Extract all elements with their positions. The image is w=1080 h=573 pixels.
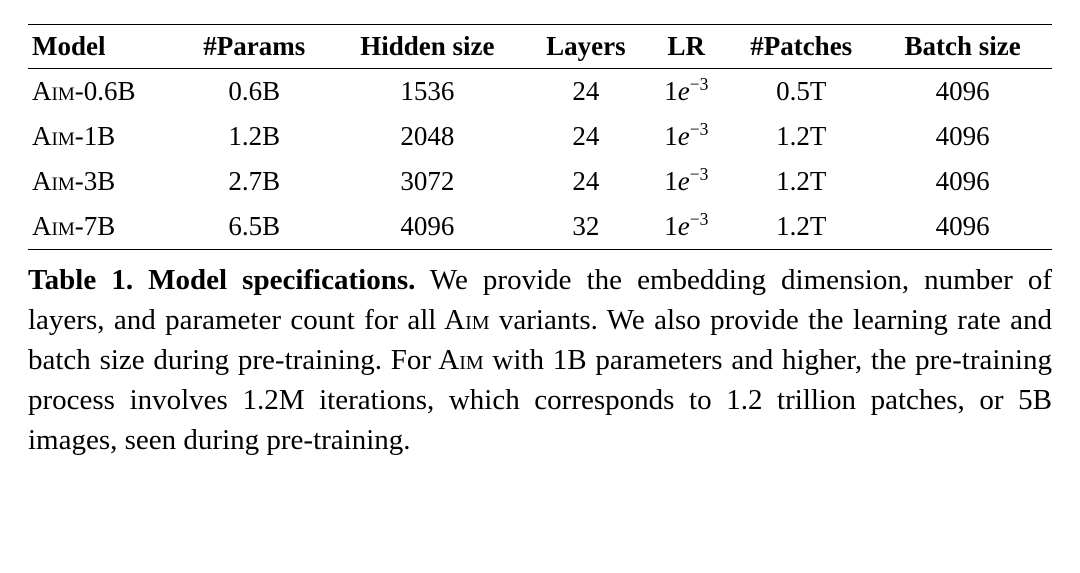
header-row: Model #Params Hidden size Layers LR #Pat…	[28, 25, 1052, 69]
caption-smallcaps: im	[459, 344, 483, 376]
cell-layers: 32	[528, 204, 651, 250]
cell-lr: 1e−3	[652, 204, 730, 250]
table-row: Aim-7B 6.5B 4096 32 1e−3 1.2T 4096	[28, 204, 1052, 250]
cell-patches: 1.2T	[729, 114, 881, 159]
table-row: Aim-3B 2.7B 3072 24 1e−3 1.2T 4096	[28, 159, 1052, 204]
col-lr: LR	[652, 25, 730, 69]
cell-params: 1.2B	[182, 114, 334, 159]
cell-params: 6.5B	[182, 204, 334, 250]
table-row: Aim-0.6B 0.6B 1536 24 1e−3 0.5T 4096	[28, 69, 1052, 115]
col-batch: Batch size	[881, 25, 1052, 69]
cell-hidden: 3072	[334, 159, 528, 204]
cell-params: 2.7B	[182, 159, 334, 204]
cell-params: 0.6B	[182, 69, 334, 115]
col-params: #Params	[182, 25, 334, 69]
cell-batch: 4096	[881, 159, 1052, 204]
caption-title: Model specifications.	[148, 264, 415, 296]
col-layers: Layers	[528, 25, 651, 69]
cell-patches: 0.5T	[729, 69, 881, 115]
cell-batch: 4096	[881, 69, 1052, 115]
col-hidden: Hidden size	[334, 25, 528, 69]
table-caption: Table 1. Model specifications. We provid…	[28, 260, 1052, 460]
caption-smallcaps: im	[465, 304, 489, 336]
table-row: Aim-1B 1.2B 2048 24 1e−3 1.2T 4096	[28, 114, 1052, 159]
cell-lr: 1e−3	[652, 114, 730, 159]
cell-hidden: 1536	[334, 69, 528, 115]
cell-lr: 1e−3	[652, 159, 730, 204]
cell-hidden: 2048	[334, 114, 528, 159]
cell-model: Aim-1B	[28, 114, 182, 159]
cell-patches: 1.2T	[729, 159, 881, 204]
col-model: Model	[28, 25, 182, 69]
cell-batch: 4096	[881, 114, 1052, 159]
col-patches: #Patches	[729, 25, 881, 69]
cell-model: Aim-3B	[28, 159, 182, 204]
specs-table: Model #Params Hidden size Layers LR #Pat…	[28, 24, 1052, 250]
cell-layers: 24	[528, 114, 651, 159]
cell-layers: 24	[528, 159, 651, 204]
cell-model: Aim-0.6B	[28, 69, 182, 115]
cell-hidden: 4096	[334, 204, 528, 250]
cell-batch: 4096	[881, 204, 1052, 250]
cell-model: Aim-7B	[28, 204, 182, 250]
cell-patches: 1.2T	[729, 204, 881, 250]
cell-layers: 24	[528, 69, 651, 115]
cell-lr: 1e−3	[652, 69, 730, 115]
caption-label: Table 1.	[28, 264, 133, 296]
